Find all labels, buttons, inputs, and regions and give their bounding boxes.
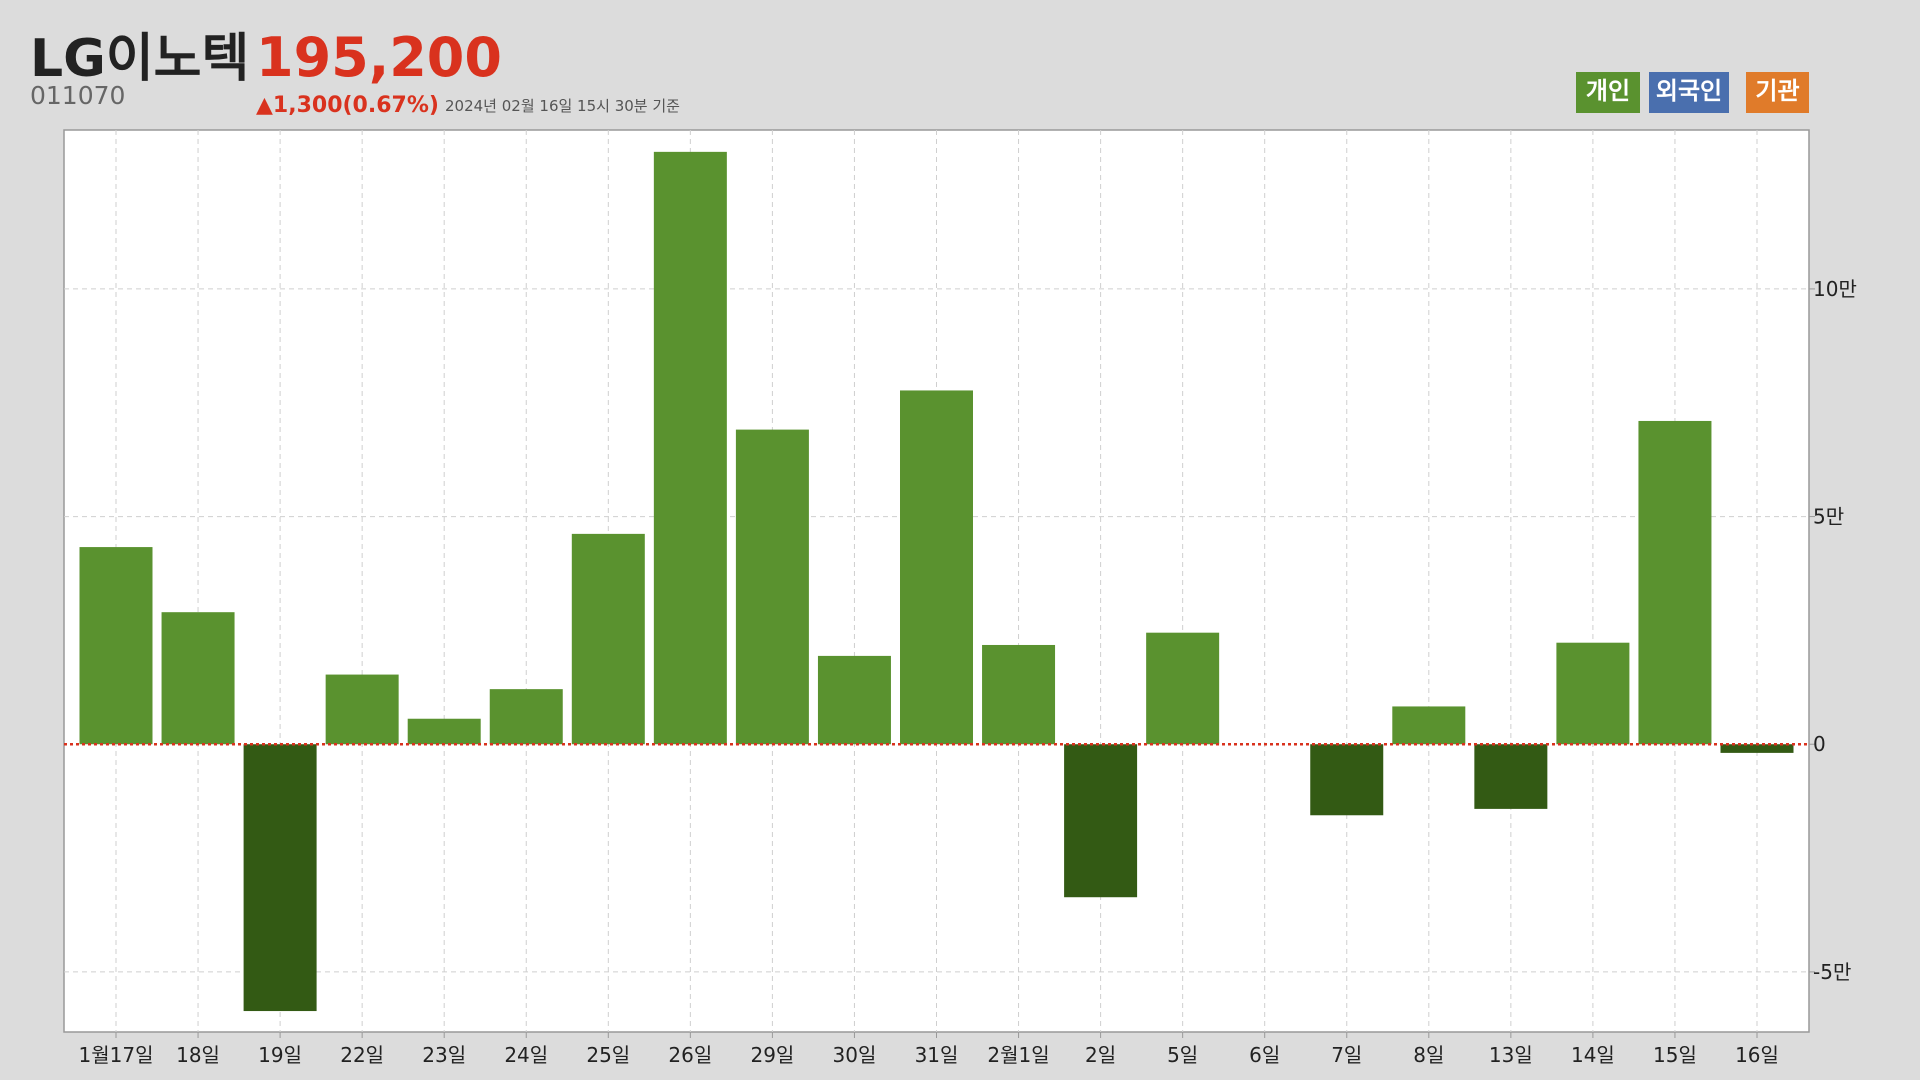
x-tick-label: 31일 bbox=[915, 1043, 959, 1067]
bar bbox=[1064, 744, 1138, 898]
bar bbox=[900, 390, 973, 745]
x-tick-label: 6일 bbox=[1249, 1043, 1280, 1067]
y-tick-label: 5만 bbox=[1813, 505, 1844, 529]
filter-button[interactable] bbox=[1746, 72, 1809, 113]
x-tick-label: 24일 bbox=[504, 1043, 548, 1067]
bar bbox=[1146, 632, 1220, 745]
bar bbox=[161, 612, 235, 745]
bar bbox=[243, 744, 317, 1012]
bar bbox=[1310, 744, 1384, 816]
x-tick-label: 8일 bbox=[1413, 1043, 1444, 1067]
price-change: ▲1,300(0.67%) bbox=[256, 93, 439, 118]
bar bbox=[1556, 642, 1630, 745]
x-tick-label: 18일 bbox=[176, 1043, 220, 1067]
bar bbox=[325, 674, 399, 745]
x-tick-label: 15일 bbox=[1653, 1043, 1697, 1067]
y-tick-label: 10만 bbox=[1813, 277, 1857, 301]
bar bbox=[79, 547, 153, 745]
x-tick-label: 1월17일 bbox=[79, 1043, 154, 1067]
filter-button[interactable] bbox=[1576, 72, 1640, 113]
stock-name: LG이노텍 bbox=[30, 29, 249, 89]
bar bbox=[489, 689, 563, 745]
stock-price: 195,200 bbox=[256, 26, 502, 89]
x-tick-label: 29일 bbox=[750, 1043, 794, 1067]
x-tick-label: 2일 bbox=[1085, 1043, 1116, 1067]
x-tick-label: 5일 bbox=[1167, 1043, 1198, 1067]
bar bbox=[407, 718, 481, 745]
bar bbox=[982, 644, 1056, 745]
timestamp: 2024년 02월 16일 15시 30분 기준 bbox=[445, 97, 680, 115]
bar bbox=[1720, 744, 1794, 753]
x-tick-label: 22일 bbox=[340, 1043, 384, 1067]
x-tick-label: 26일 bbox=[668, 1043, 712, 1067]
x-tick-label: 7일 bbox=[1331, 1043, 1362, 1067]
bar bbox=[1392, 706, 1466, 745]
bar bbox=[1638, 420, 1712, 745]
x-tick-label: 13일 bbox=[1489, 1043, 1533, 1067]
filter-button[interactable] bbox=[1649, 72, 1729, 113]
x-tick-label: 30일 bbox=[833, 1043, 877, 1067]
bar bbox=[1474, 744, 1548, 809]
x-tick-label: 25일 bbox=[586, 1043, 630, 1067]
filter-button-label[interactable]: 외국인 bbox=[1656, 77, 1722, 105]
bar bbox=[571, 533, 645, 745]
filter-button-label[interactable]: 기관 bbox=[1755, 77, 1799, 105]
bar bbox=[735, 429, 809, 745]
bar bbox=[653, 151, 727, 745]
x-tick-label: 14일 bbox=[1571, 1043, 1615, 1067]
x-tick-label: 23일 bbox=[422, 1043, 466, 1067]
y-tick-label: -5만 bbox=[1813, 960, 1851, 984]
x-tick-label: 16일 bbox=[1735, 1043, 1779, 1067]
bar bbox=[817, 655, 891, 745]
x-tick-label: 19일 bbox=[258, 1043, 302, 1067]
y-tick-label: 0 bbox=[1813, 732, 1826, 756]
x-tick-label: 2월1일 bbox=[987, 1043, 1049, 1067]
stock-code: 011070 bbox=[30, 81, 125, 110]
filter-button-label[interactable]: 개인 bbox=[1586, 77, 1630, 105]
